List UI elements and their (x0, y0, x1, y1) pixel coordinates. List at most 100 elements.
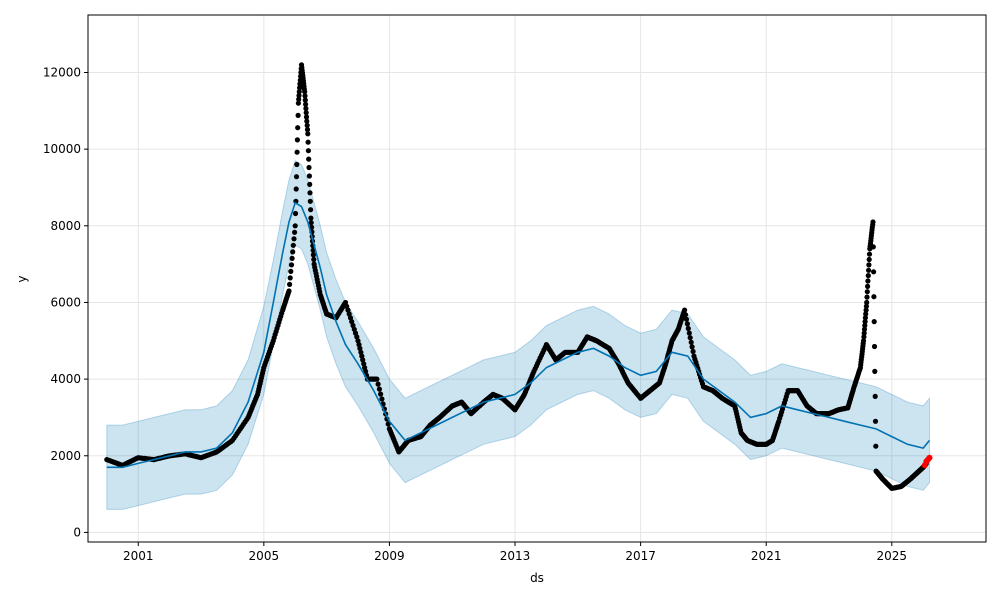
observed-point (294, 149, 300, 155)
observed-point (292, 210, 299, 217)
observed-point (862, 315, 869, 321)
observed-point (363, 368, 369, 374)
observed-point (863, 311, 869, 317)
observed-point (866, 267, 872, 273)
observed-point (864, 294, 870, 300)
x-tick-label: 2025 (877, 549, 908, 563)
observed-point (288, 268, 294, 274)
observed-point (306, 156, 312, 162)
observed-point (360, 357, 366, 363)
observed-point (307, 198, 313, 204)
observed-point (861, 334, 867, 340)
x-tick-label: 2017 (625, 549, 656, 563)
observed-point (860, 338, 867, 344)
observed-point (307, 190, 313, 196)
observed-point (866, 256, 872, 263)
observed-point (296, 89, 302, 95)
observed-point (306, 173, 312, 179)
observed-point (871, 294, 877, 300)
observed-point (870, 219, 876, 225)
y-tick-label: 2000 (50, 449, 81, 463)
observed-point (305, 139, 311, 145)
observed-point (357, 345, 363, 351)
observed-point (305, 148, 311, 154)
observed-point (291, 236, 297, 242)
y-tick-label: 6000 (50, 295, 81, 309)
observed-point (294, 161, 300, 168)
observed-point (311, 256, 317, 263)
observed-point (308, 215, 314, 221)
observed-point (303, 105, 309, 112)
observed-point (687, 335, 693, 341)
observed-point (375, 381, 381, 387)
observed-point (304, 122, 310, 128)
observed-point (385, 421, 391, 427)
observed-point (378, 391, 384, 397)
observed-point (306, 164, 312, 171)
observed-point (293, 186, 299, 192)
observed-point (863, 303, 870, 309)
grid (88, 15, 986, 542)
observed-point (864, 299, 870, 306)
observed-point (686, 330, 692, 336)
observed-point (872, 368, 878, 374)
observed-point (871, 319, 877, 325)
observed-point (865, 273, 871, 279)
observed-point (685, 325, 691, 332)
observed-point (304, 118, 310, 124)
x-tick-label: 2013 (500, 549, 531, 563)
x-tick-label: 2009 (374, 549, 405, 563)
observed-point (689, 344, 695, 350)
observed-point (304, 127, 311, 133)
observed-point (307, 181, 313, 187)
observed-point (292, 223, 298, 229)
observed-point (297, 81, 303, 87)
observed-point (310, 252, 316, 258)
forecast-line-layer (106, 201, 931, 469)
observed-point (871, 343, 878, 350)
observed-point (374, 376, 380, 382)
observed-point (287, 275, 293, 281)
observed-point (682, 312, 689, 318)
y-tick-label: 12000 (43, 65, 81, 79)
observed-point (288, 262, 295, 268)
observed-point (292, 229, 298, 235)
observed-point (864, 289, 870, 295)
forecast-line (106, 201, 931, 469)
observed-point (308, 220, 314, 226)
observed-point (684, 321, 691, 327)
observed-point (345, 307, 351, 313)
observed-point (294, 137, 300, 143)
observed-point (295, 112, 301, 118)
observed-point (295, 100, 301, 106)
observed-point (376, 386, 382, 392)
observed-point (296, 96, 302, 102)
y-tick-label: 10000 (43, 142, 81, 156)
observed-point (290, 249, 296, 255)
recent-points-layer (921, 454, 933, 469)
observed-point (302, 97, 308, 103)
observed-point (295, 125, 301, 131)
observed-point (862, 322, 868, 329)
observed-point (303, 110, 309, 116)
observed-point (865, 283, 871, 289)
x-axis: 2001 2005 2009 2013 2017 2021 2025 (123, 542, 907, 563)
observed-point (866, 262, 872, 268)
plot-frame (87, 14, 987, 543)
y-tick-label: 0 (73, 525, 81, 539)
observed-point (688, 339, 694, 345)
y-axis-title: y (15, 275, 29, 282)
observed-point (872, 418, 879, 424)
observed-point (379, 396, 385, 402)
observed-point (293, 174, 300, 180)
observed-point (682, 307, 688, 313)
observed-point (302, 93, 308, 99)
y-tick-label: 4000 (50, 372, 81, 386)
x-tick-label: 2005 (249, 549, 280, 563)
observed-point (871, 269, 877, 275)
observed-point (305, 131, 311, 137)
observed-point (296, 92, 302, 99)
x-axis-title: ds (530, 571, 544, 585)
